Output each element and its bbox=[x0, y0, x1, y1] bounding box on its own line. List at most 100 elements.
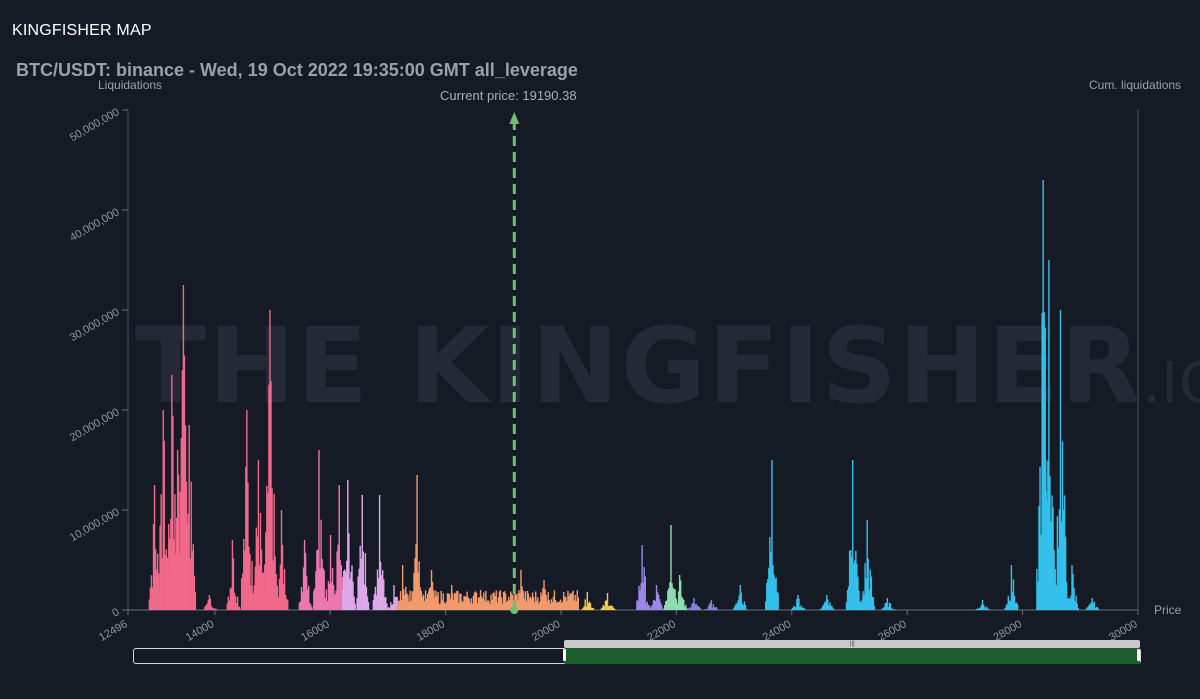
liquidation-bar bbox=[430, 592, 432, 610]
liquidation-bar bbox=[391, 605, 393, 610]
liquidation-bar bbox=[869, 569, 871, 610]
liquidation-bar bbox=[340, 564, 342, 610]
liquidation-bar bbox=[261, 572, 264, 610]
liquidation-bar bbox=[1049, 476, 1051, 610]
liquidation-bar bbox=[983, 606, 986, 610]
liquidation-bar bbox=[571, 592, 573, 610]
liquidation-bar bbox=[239, 607, 241, 610]
liquidation-bar bbox=[833, 608, 835, 610]
liquidation-bar bbox=[439, 603, 441, 610]
liquidation-bar bbox=[1012, 579, 1015, 610]
liquidation-bar bbox=[489, 603, 491, 610]
liquidation-bar bbox=[474, 591, 477, 610]
liquidation-bar bbox=[168, 523, 170, 610]
liquidation-bar bbox=[395, 606, 398, 610]
liquidation-bar bbox=[1016, 604, 1019, 610]
liquidation-bar bbox=[846, 589, 849, 610]
liquidation-bar bbox=[867, 558, 869, 610]
navigator-right-handle[interactable] bbox=[1137, 649, 1140, 661]
liquidation-bar bbox=[403, 589, 405, 610]
liquidation-bar bbox=[158, 573, 160, 610]
liquidation-bar bbox=[567, 590, 569, 610]
liquidation-bar bbox=[508, 596, 510, 610]
liquidation-bar bbox=[174, 494, 176, 610]
liquidation-bar bbox=[315, 571, 317, 610]
liquidation-bar bbox=[274, 556, 276, 610]
liquidation-bar bbox=[825, 601, 827, 610]
liquidation-bar bbox=[374, 586, 377, 610]
liquidation-bar bbox=[849, 549, 852, 610]
liquidation-bar bbox=[699, 608, 701, 610]
liquidation-bar bbox=[793, 605, 795, 610]
liquidation-bar bbox=[258, 565, 261, 610]
liquidation-bar bbox=[451, 593, 454, 610]
liquidation-bar bbox=[563, 592, 565, 610]
liquidation-bar bbox=[366, 596, 369, 610]
liquidation-bar bbox=[487, 599, 489, 610]
liquidation-bar bbox=[388, 607, 390, 610]
liquidation-bar bbox=[281, 544, 284, 610]
liquidation-bar bbox=[803, 608, 805, 610]
liquidation-bar bbox=[1095, 607, 1098, 610]
liquidation-bar bbox=[251, 561, 253, 610]
navigator-scrollbar[interactable]: ||| bbox=[564, 640, 1140, 648]
liquidation-bar bbox=[590, 607, 593, 610]
liquidation-bar bbox=[733, 607, 735, 610]
liquidation-bar bbox=[373, 594, 376, 610]
liquidation-bar bbox=[170, 518, 172, 610]
liquidation-bar bbox=[344, 569, 346, 610]
liquidation-bar bbox=[470, 598, 473, 610]
liquidation-bar bbox=[400, 599, 403, 610]
liquidation-bar bbox=[252, 593, 254, 610]
liquidation-bar bbox=[832, 608, 834, 610]
range-navigator[interactable]: ||| bbox=[133, 640, 1141, 664]
liquidation-bar bbox=[362, 551, 365, 610]
liquidation-bar bbox=[505, 601, 508, 610]
liquidation-bar bbox=[661, 605, 663, 610]
liquidation-bar bbox=[249, 553, 251, 610]
liquidation-bar bbox=[257, 460, 260, 610]
scrollbar-grip-icon[interactable]: ||| bbox=[850, 641, 855, 647]
liquidation-bar bbox=[765, 601, 767, 610]
liquidation-bar bbox=[187, 513, 189, 610]
liquidation-bar bbox=[850, 556, 853, 610]
liquidation-bar bbox=[542, 594, 544, 610]
liquidation-bar bbox=[1091, 598, 1093, 610]
liquidation-bar bbox=[420, 591, 423, 610]
liquidation-bar bbox=[511, 594, 513, 610]
liquidation-bar bbox=[421, 603, 424, 610]
liquidation-bar bbox=[316, 550, 318, 610]
liquidation-bar bbox=[235, 603, 238, 610]
liquidation-bar bbox=[556, 601, 559, 610]
liquidation-bar bbox=[852, 460, 854, 610]
liquidation-bar bbox=[181, 369, 184, 610]
liquidation-bar bbox=[183, 593, 185, 610]
navigator-selection[interactable] bbox=[564, 648, 1140, 664]
navigator-left-handle[interactable] bbox=[563, 649, 566, 661]
liquidation-bar bbox=[418, 594, 421, 610]
liquidation-bar bbox=[689, 607, 691, 610]
liquidation-bar bbox=[321, 558, 323, 610]
liquidation-bar bbox=[237, 606, 240, 610]
liquidation-bar bbox=[279, 564, 282, 610]
liquidation-bar bbox=[697, 606, 699, 610]
liquidation-bar bbox=[1068, 598, 1070, 610]
liquidation-bar bbox=[1004, 608, 1006, 610]
liquidation-bar bbox=[164, 555, 166, 610]
liquidation-bar bbox=[857, 576, 859, 610]
liquidation-bar bbox=[776, 591, 778, 610]
liquidation-bar bbox=[269, 310, 271, 610]
liquidation-bar bbox=[559, 599, 562, 610]
liquidation-bar bbox=[1011, 592, 1014, 610]
liquidation-bar bbox=[413, 600, 415, 610]
liquidation-bar bbox=[260, 549, 263, 610]
liquidation-bar bbox=[306, 589, 309, 610]
liquidation-bar bbox=[365, 586, 368, 610]
liquidation-bar bbox=[169, 538, 171, 610]
liquidation-bar bbox=[1036, 568, 1038, 610]
liquidation-bar bbox=[679, 580, 682, 610]
liquidation-bar bbox=[859, 601, 861, 610]
liquidation-bar bbox=[165, 587, 168, 610]
liquidation-bar bbox=[339, 560, 341, 610]
